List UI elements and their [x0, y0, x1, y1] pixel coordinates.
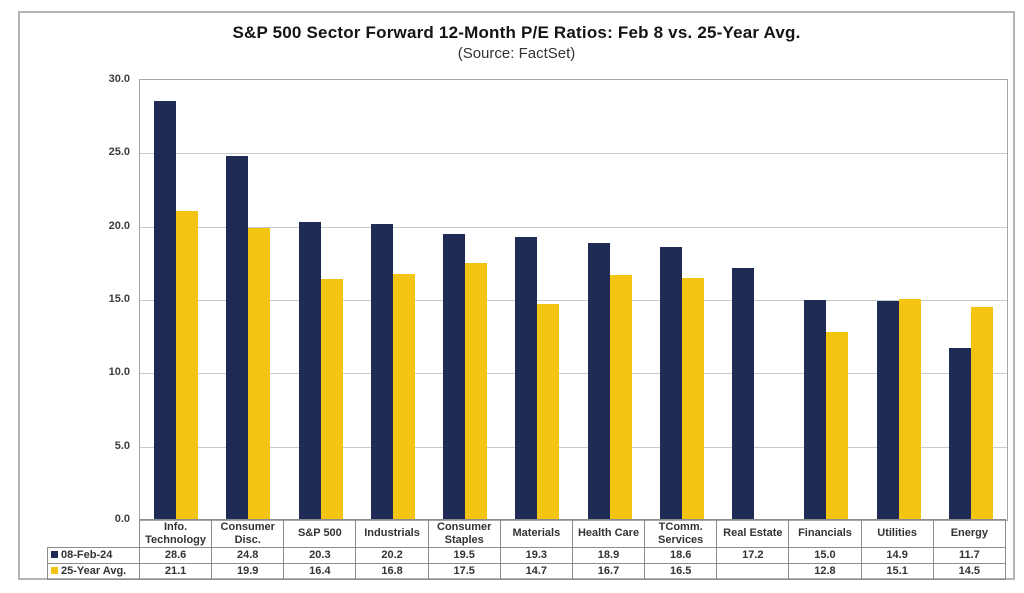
value-cell: 14.5 — [932, 563, 1007, 580]
gridline — [140, 446, 1007, 448]
plot-area — [139, 79, 1008, 521]
category-header: S&P 500 — [283, 519, 357, 548]
bar-feb-8 — [298, 222, 321, 520]
category-header: Industrials — [355, 519, 429, 548]
value-cell: 17.2 — [716, 547, 790, 564]
value-cell: 15.1 — [860, 563, 934, 580]
value-cell: 14.9 — [860, 547, 934, 564]
bar-group-materials — [501, 80, 573, 520]
bar-group-real-estate — [718, 80, 790, 520]
value-cell: 18.6 — [644, 547, 718, 564]
value-cell: 16.8 — [355, 563, 429, 580]
bar-25yr-avg — [320, 279, 343, 520]
table-corner-blank — [48, 520, 140, 548]
bar-group-financials — [790, 80, 862, 520]
bar-group-consumer-staples — [429, 80, 501, 520]
bar-feb-8 — [515, 236, 538, 520]
legend-cell: 25-Year Avg. — [47, 563, 140, 580]
legend-label: 08-Feb-24 — [61, 549, 113, 562]
bar-group-s-p-500 — [285, 80, 357, 520]
bar-group-consumer-disc — [212, 80, 284, 520]
gridline — [140, 300, 1007, 301]
bar-feb-8 — [804, 300, 827, 520]
category-header: TComm. Services — [644, 519, 718, 548]
legend-swatch — [51, 567, 58, 575]
bar-25yr-avg — [970, 307, 993, 520]
value-cell: 12.8 — [788, 563, 862, 580]
bar-group-industrials — [357, 80, 429, 520]
category-header: Energy — [932, 519, 1007, 548]
value-cell: 11.7 — [932, 547, 1007, 564]
value-cell: 20.2 — [355, 547, 429, 564]
bar-feb-8 — [226, 156, 249, 520]
value-cell: 24.8 — [211, 547, 285, 564]
data-table: Info. Technology Consumer Disc. S&P 500 Ind… — [47, 519, 1007, 580]
bar-25yr-avg — [537, 304, 560, 520]
bar-feb-8 — [587, 242, 610, 520]
bars-layer — [140, 80, 1007, 520]
bar-group-tcomm-services — [646, 80, 718, 520]
value-cell — [716, 563, 790, 580]
chart-frame: S&P 500 Sector Forward 12-Month P/E Rati… — [18, 11, 1015, 580]
bar-group-utilities — [863, 80, 935, 520]
value-cell: 16.7 — [571, 563, 646, 580]
bar-25yr-avg — [248, 228, 271, 520]
value-cell: 15.0 — [788, 547, 862, 564]
value-cell: 17.5 — [427, 563, 501, 580]
bar-feb-8 — [659, 247, 682, 520]
value-cell: 19.3 — [499, 547, 573, 564]
bar-feb-8 — [876, 301, 899, 520]
value-cell: 18.9 — [571, 547, 646, 564]
bar-feb-8 — [948, 348, 971, 520]
category-header: Health Care — [571, 519, 646, 548]
y-tick-label: 5.0 — [114, 439, 130, 452]
y-tick-label: 20.0 — [108, 219, 130, 232]
category-header: Info. Technology — [138, 519, 213, 548]
gridline — [140, 226, 1007, 228]
value-cell: 20.3 — [283, 547, 357, 564]
legend-cell: 08-Feb-24 — [47, 547, 140, 564]
value-cell: 28.6 — [138, 547, 213, 564]
category-header: Consumer Staples — [427, 519, 501, 548]
bar-25yr-avg — [826, 332, 849, 520]
chart-title: S&P 500 Sector Forward 12-Month P/E Rati… — [232, 23, 801, 42]
bar-feb-8 — [732, 267, 755, 520]
category-header: Real Estate — [716, 519, 790, 548]
legend-label: 25-Year Avg. — [61, 565, 127, 578]
bar-25yr-avg — [392, 273, 415, 520]
value-cell: 14.7 — [499, 563, 573, 580]
category-header: Consumer Disc. — [211, 519, 285, 548]
y-tick-label: 25.0 — [108, 146, 130, 159]
bar-25yr-avg — [465, 263, 488, 520]
value-cell: 16.5 — [644, 563, 718, 580]
bar-group-health-care — [574, 80, 646, 520]
bar-25yr-avg — [898, 298, 921, 520]
bar-group-energy — [935, 80, 1007, 520]
bar-feb-8 — [154, 100, 177, 520]
y-tick-label: 30.0 — [108, 73, 130, 85]
bar-feb-8 — [370, 223, 393, 520]
value-cell: 19.5 — [427, 547, 501, 564]
category-header: Utilities — [860, 519, 934, 548]
gridline — [140, 153, 1007, 155]
y-tick-label: 15.0 — [108, 293, 130, 305]
bar-25yr-avg — [176, 210, 199, 520]
y-tick-label: 10.0 — [108, 366, 130, 379]
bar-25yr-avg — [681, 278, 704, 520]
chart-subtitle: (Source: FactSet) — [457, 45, 576, 62]
gridline — [140, 373, 1007, 375]
category-header: Financials — [788, 519, 862, 548]
value-cell: 16.4 — [283, 563, 357, 580]
legend-swatch — [51, 551, 58, 559]
category-header: Materials — [499, 519, 573, 548]
value-cell: 21.1 — [138, 563, 213, 580]
value-cell: 19.9 — [211, 563, 285, 580]
bar-feb-8 — [443, 234, 466, 520]
bar-group-info-technology — [140, 80, 212, 520]
bar-25yr-avg — [609, 275, 632, 520]
